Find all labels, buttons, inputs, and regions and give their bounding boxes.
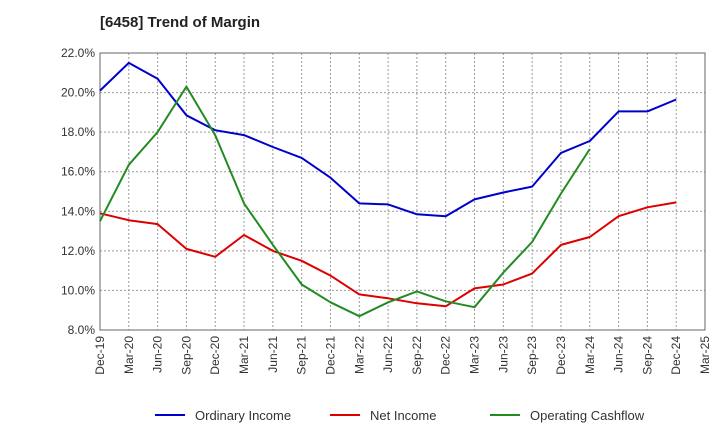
x-tick-label: Sep-23 bbox=[525, 336, 539, 375]
x-tick-label: Sep-24 bbox=[640, 336, 654, 375]
series-line-ordinary-income bbox=[99, 61, 677, 218]
y-tick-label: 10.0% bbox=[61, 283, 95, 297]
x-tick-label: Mar-24 bbox=[583, 336, 597, 374]
x-tick-label: Dec-24 bbox=[669, 336, 683, 375]
x-tick-label: Dec-22 bbox=[439, 336, 453, 375]
x-tick-label: Jun-22 bbox=[381, 336, 395, 373]
x-tick-label: Jun-20 bbox=[151, 336, 165, 373]
x-tick-label: Sep-21 bbox=[295, 336, 309, 375]
legend: Ordinary Income Net Income Operating Cashf… bbox=[155, 408, 645, 423]
y-tick-label: 12.0% bbox=[61, 244, 95, 258]
x-tick-label: Jun-24 bbox=[612, 336, 626, 373]
x-tick-label: Dec-21 bbox=[323, 336, 337, 375]
legend-label-net-income: Net Income bbox=[370, 408, 436, 423]
y-tick-label: 16.0% bbox=[61, 165, 95, 179]
x-tick-label: Dec-23 bbox=[554, 336, 568, 375]
y-tick-label: 20.0% bbox=[61, 86, 95, 100]
legend-label-ordinary-income: Ordinary Income bbox=[195, 408, 291, 423]
x-axis-ticks: Dec-19 Mar-20 Jun-20 Sep-20 Dec-20 Mar-21 Jun-… bbox=[93, 336, 712, 375]
x-tick-label: Dec-20 bbox=[208, 336, 222, 375]
series-layer bbox=[99, 61, 677, 318]
x-tick-label: Jun-23 bbox=[496, 336, 510, 373]
x-tick-label: Dec-19 bbox=[93, 336, 107, 375]
x-tick-label: Jun-21 bbox=[266, 336, 280, 373]
x-tick-label: Mar-21 bbox=[237, 336, 251, 374]
series-line-operating-cashflow bbox=[99, 85, 591, 318]
series-line-net-income bbox=[99, 201, 677, 308]
grid-layer bbox=[99, 52, 706, 331]
legend-label-operating-cashflow: Operating Cashflow bbox=[530, 408, 645, 423]
x-tick-label: Mar-25 bbox=[698, 336, 712, 374]
plot-frame bbox=[99, 52, 706, 331]
x-tick-label: Mar-22 bbox=[352, 336, 366, 374]
y-tick-label: 18.0% bbox=[61, 125, 95, 139]
y-tick-label: 8.0% bbox=[68, 323, 96, 337]
x-tick-label: Mar-23 bbox=[468, 336, 482, 374]
x-tick-label: Mar-20 bbox=[122, 336, 136, 374]
chart-title: [6458] Trend of Margin bbox=[100, 14, 261, 31]
x-tick-label: Sep-20 bbox=[179, 336, 193, 375]
y-axis-ticks: 8.0% 10.0% 12.0% 14.0% 16.0% 18.0% 20.0% 22.0% bbox=[61, 46, 95, 337]
x-tick-label: Sep-22 bbox=[410, 336, 424, 375]
y-tick-label: 22.0% bbox=[61, 46, 95, 60]
y-tick-label: 14.0% bbox=[61, 204, 95, 218]
